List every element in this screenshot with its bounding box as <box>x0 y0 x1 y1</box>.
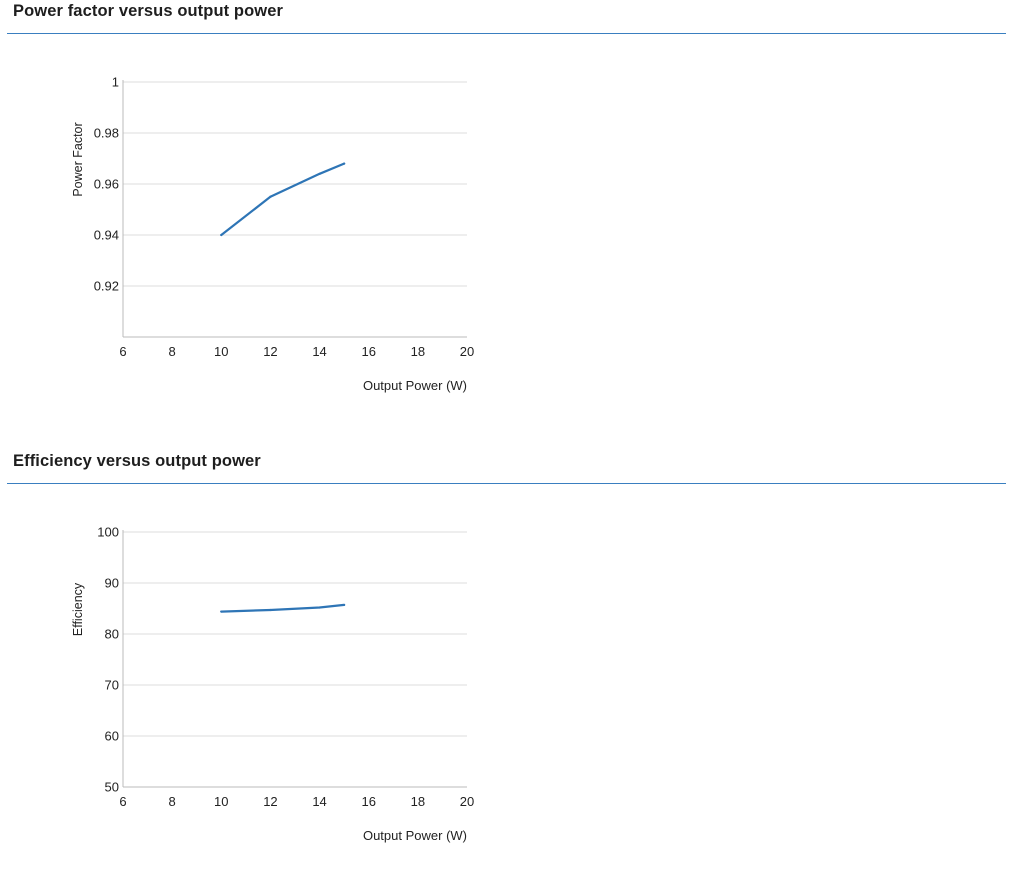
x-tick-label: 20 <box>460 794 474 809</box>
x-tick-label: 12 <box>263 794 277 809</box>
data-point <box>343 162 346 165</box>
x-tick-label: 14 <box>312 344 326 359</box>
section-divider <box>7 33 1006 34</box>
y-tick-label: 60 <box>105 729 119 744</box>
x-tick-label: 18 <box>411 344 425 359</box>
series-line <box>220 162 346 237</box>
x-tick-label: 12 <box>263 344 277 359</box>
y-tick-label: 0.98 <box>94 126 119 141</box>
y-tick-label: 70 <box>105 678 119 693</box>
series-line <box>220 603 346 613</box>
data-point <box>220 610 223 613</box>
x-axis-label: Output Power (W) <box>363 828 467 843</box>
x-tick-label: 6 <box>119 794 126 809</box>
data-point <box>318 172 321 175</box>
y-tick-label: 0.94 <box>94 228 119 243</box>
data-point <box>269 608 272 612</box>
x-axis-label: Output Power (W) <box>363 378 467 393</box>
y-tick-label: 1 <box>112 75 119 90</box>
x-tick-label: 16 <box>361 794 375 809</box>
x-tick-label: 8 <box>169 794 176 809</box>
section-title-efficiency: Efficiency versus output power <box>13 452 261 470</box>
x-tick-label: 10 <box>214 794 228 809</box>
data-point <box>343 603 346 607</box>
data-point <box>269 195 272 198</box>
y-tick-label: 80 <box>105 627 119 642</box>
x-tick-label: 14 <box>312 794 326 809</box>
section-divider <box>7 483 1006 484</box>
x-tick-label: 10 <box>214 344 228 359</box>
x-tick-label: 18 <box>411 794 425 809</box>
y-tick-label: 50 <box>105 780 119 795</box>
y-tick-label: 100 <box>97 525 119 540</box>
y-axis-label: Efficiency <box>71 582 85 636</box>
data-point <box>318 606 321 609</box>
x-tick-label: 20 <box>460 344 474 359</box>
efficiency-chart: 50 60 70 80 90 100 6 8 10 12 14 16 18 20 Output Power … <box>71 525 474 844</box>
y-tick-label: 0.96 <box>94 177 119 192</box>
data-point <box>220 233 223 237</box>
y-axis-label: Power Factor <box>71 122 85 196</box>
x-tick-label: 8 <box>169 344 176 359</box>
section-title-power-factor: Power factor versus output power <box>13 2 283 20</box>
x-tick-label: 6 <box>119 344 126 359</box>
x-tick-label: 16 <box>361 344 375 359</box>
y-tick-label: 90 <box>105 576 119 591</box>
y-tick-label: 0.92 <box>94 279 119 294</box>
